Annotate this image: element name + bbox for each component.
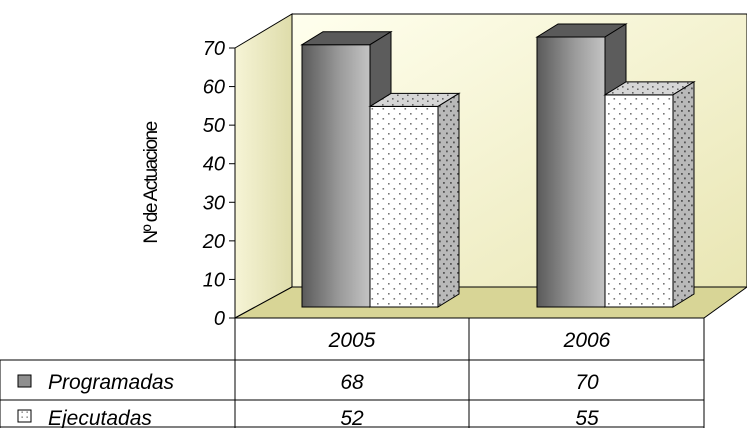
bars — [300, 23, 696, 308]
y-tick-label: 20 — [202, 231, 225, 253]
bar-ejecutadas-2005-side — [437, 92, 460, 308]
bar-ejecutadas-2006-front — [604, 94, 674, 308]
legend-swatch-ejecutadas — [17, 409, 32, 423]
y-tick-label: 70 — [203, 38, 225, 60]
side-wall — [234, 13, 293, 319]
y-tick-label: 10 — [203, 269, 225, 291]
bar-ejecutadas-2005 — [368, 92, 461, 308]
table-value: 55 — [575, 407, 599, 428]
series-label: Ejecutadas — [48, 407, 152, 428]
bar-programadas-2006-front — [536, 36, 606, 308]
y-tick-label: 60 — [203, 77, 225, 99]
y-tick-label: 0 — [214, 308, 225, 330]
y-axis-ticks: 0 10 20 30 40 50 60 70 — [202, 38, 235, 330]
y-axis-title: Nº de Actuacione — [141, 121, 162, 243]
series-label: Programadas — [48, 371, 175, 394]
table-value: 68 — [340, 371, 364, 394]
data-table: 2005 2006 Programadas 68 70 Ejecutadas 5… — [0, 318, 705, 428]
legend-swatch-programadas — [17, 374, 32, 388]
category-label: 2005 — [328, 329, 376, 352]
bar-ejecutadas-2005-front — [369, 105, 439, 308]
y-tick-label: 50 — [203, 115, 225, 137]
table-value: 70 — [575, 371, 599, 394]
bar-programadas-2005-front — [301, 44, 371, 308]
y-tick-label: 30 — [203, 192, 225, 214]
bar-ejecutadas-2006 — [603, 80, 696, 308]
table-value: 52 — [340, 407, 364, 428]
category-label: 2006 — [563, 329, 611, 352]
y-tick-label: 40 — [203, 154, 225, 176]
bar-ejecutadas-2006-side — [672, 80, 695, 308]
